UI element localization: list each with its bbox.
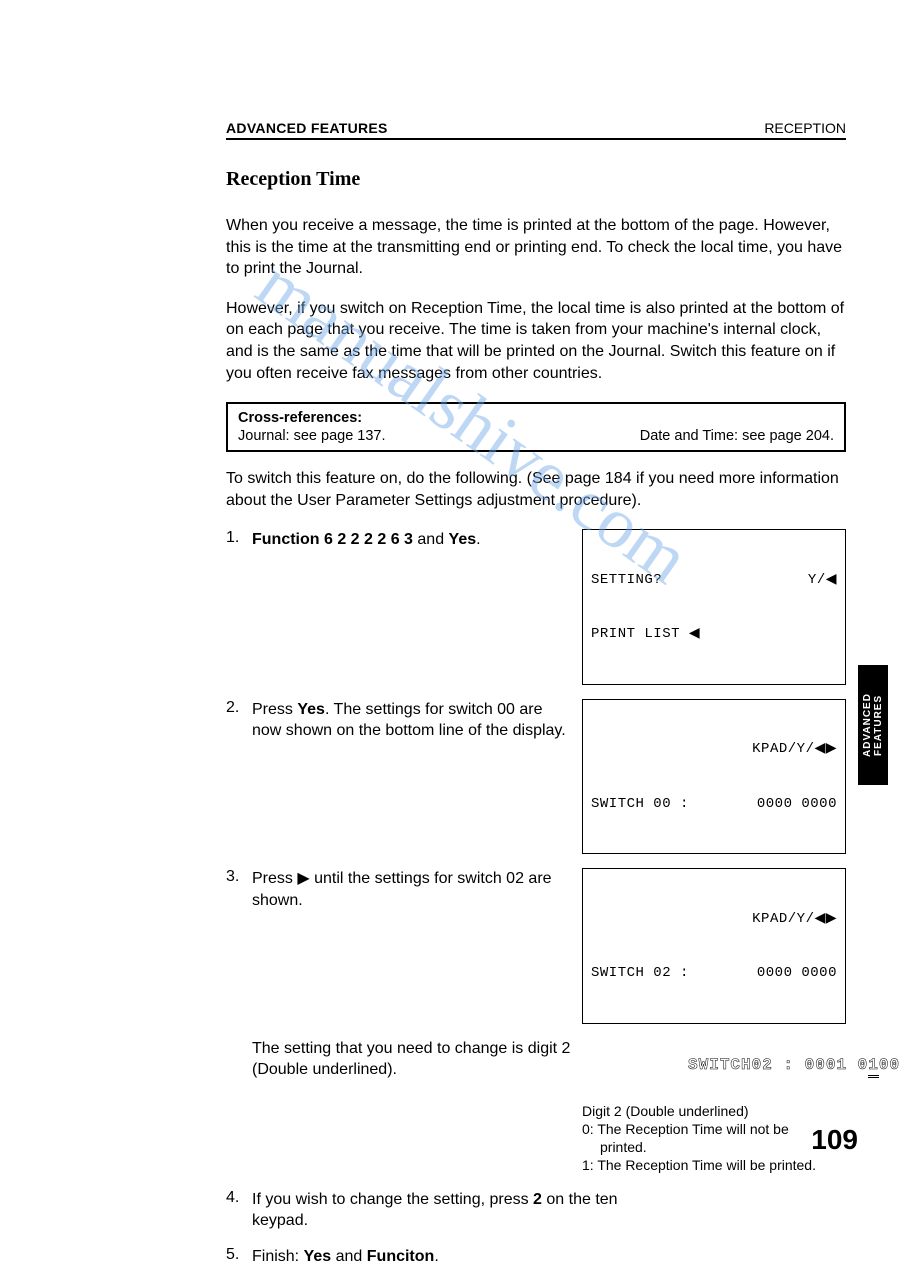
step-span: . [476,531,480,548]
cross-reference-box: Cross-references: Journal: see page 137.… [226,402,846,452]
step-4: 4. If you wish to change the setting, pr… [226,1189,846,1232]
lcd-text: Y/◀ [808,571,837,589]
outline-label: SWITCH02 : [688,1056,794,1074]
explain-line: printed. [582,1138,846,1156]
step-number: 3. [226,868,252,886]
lcd-display: SETTING? Y/◀ PRINT LIST ◀ [582,529,846,685]
step-span: If you wish to change the setting, press [252,1191,533,1208]
paragraph-3: To switch this feature on, do the follow… [226,468,846,511]
step-span: and [413,531,449,548]
step-number: 1. [226,529,252,547]
step-bold: Yes [449,531,477,548]
lcd-text: 0000 0000 [757,964,837,982]
step-bold: Funciton [367,1248,435,1265]
page-number: 109 [811,1124,858,1156]
lcd-text: SETTING? [591,571,662,589]
lcd-text: SWITCH 02 : [591,964,689,982]
side-tab: ADVANCED FEATURES [858,665,888,785]
explain-line: 0: The Reception Time will not be [582,1120,846,1138]
lcd-text: KPAD/Y/◀▶ [752,910,837,928]
step-span: Press ▶ until the settings for switch 02… [252,870,552,909]
outline-left: 0001 0 [805,1056,869,1074]
step-span: . [434,1248,438,1265]
step-text: Function 6 2 2 2 2 6 3 and Yes. [252,529,572,551]
outline-double-underline: 1 [868,1056,879,1078]
lcd-display: KPAD/Y/◀▶ SWITCH 02 : 0000 0000 [582,868,846,1024]
step-number: 4. [226,1189,252,1207]
step-bold: 2 [533,1191,542,1208]
step-text: The setting that you need to change is d… [252,1038,572,1081]
step-text: Press Yes. The settings for switch 00 ar… [252,699,572,742]
lcd-text: PRINT LIST ◀ [591,625,700,643]
header-right: RECEPTION [764,120,846,136]
lcd-text: 0000 0000 [757,795,837,813]
switch-outline: SWITCH02 : 0001 0100 [582,1038,846,1092]
step-text: Press ▶ until the settings for switch 02… [252,868,572,911]
step-text: If you wish to change the setting, press… [252,1189,652,1232]
xref-right: Date and Time: see page 204. [640,428,834,444]
step-2: 2. Press Yes. The settings for switch 00… [226,699,846,855]
step-span: and [331,1248,367,1265]
paragraph-1: When you receive a message, the time is … [226,215,846,280]
xref-left: Journal: see page 137. [238,428,386,444]
step-number: 2. [226,699,252,717]
xref-title: Cross-references: [238,410,834,426]
lcd-display: KPAD/Y/◀▶ SWITCH 00 : 0000 0000 [582,699,846,855]
step-bold: Yes [297,701,325,718]
switch-outline-block: SWITCH02 : 0001 0100 Digit 2 (Double und… [582,1038,846,1175]
step-bold: Function 6 2 2 2 2 6 3 [252,531,413,548]
lcd-text: SWITCH 00 : [591,795,689,813]
step-3: 3. Press ▶ until the settings for switch… [226,868,846,1024]
header-left: ADVANCED FEATURES [226,120,388,136]
explain-line: Digit 2 (Double underlined) [582,1102,846,1120]
step-1: 1. Function 6 2 2 2 2 6 3 and Yes. SETTI… [226,529,846,685]
digit-explanation: Digit 2 (Double underlined) 0: The Recep… [582,1102,846,1175]
section-title: Reception Time [226,168,846,191]
outline-right: 00 [879,1056,900,1074]
lcd-text: KPAD/Y/◀▶ [752,740,837,758]
step-bold: Yes [304,1248,332,1265]
step-text: Finish: Yes and Funciton. [252,1246,572,1268]
step-span: Press [252,701,297,718]
page-header: ADVANCED FEATURES RECEPTION [226,120,846,140]
explain-line: 1: The Reception Time will be printed. [582,1156,846,1174]
step-list: 1. Function 6 2 2 2 2 6 3 and Yes. SETTI… [226,529,846,1267]
page-content: ADVANCED FEATURES RECEPTION Reception Ti… [226,120,846,1281]
paragraph-2: However, if you switch on Reception Time… [226,298,846,384]
step-3-extra: The setting that you need to change is d… [226,1038,846,1175]
step-number: 5. [226,1246,252,1264]
step-span: Finish: [252,1248,304,1265]
step-5: 5. Finish: Yes and Funciton. [226,1246,846,1268]
